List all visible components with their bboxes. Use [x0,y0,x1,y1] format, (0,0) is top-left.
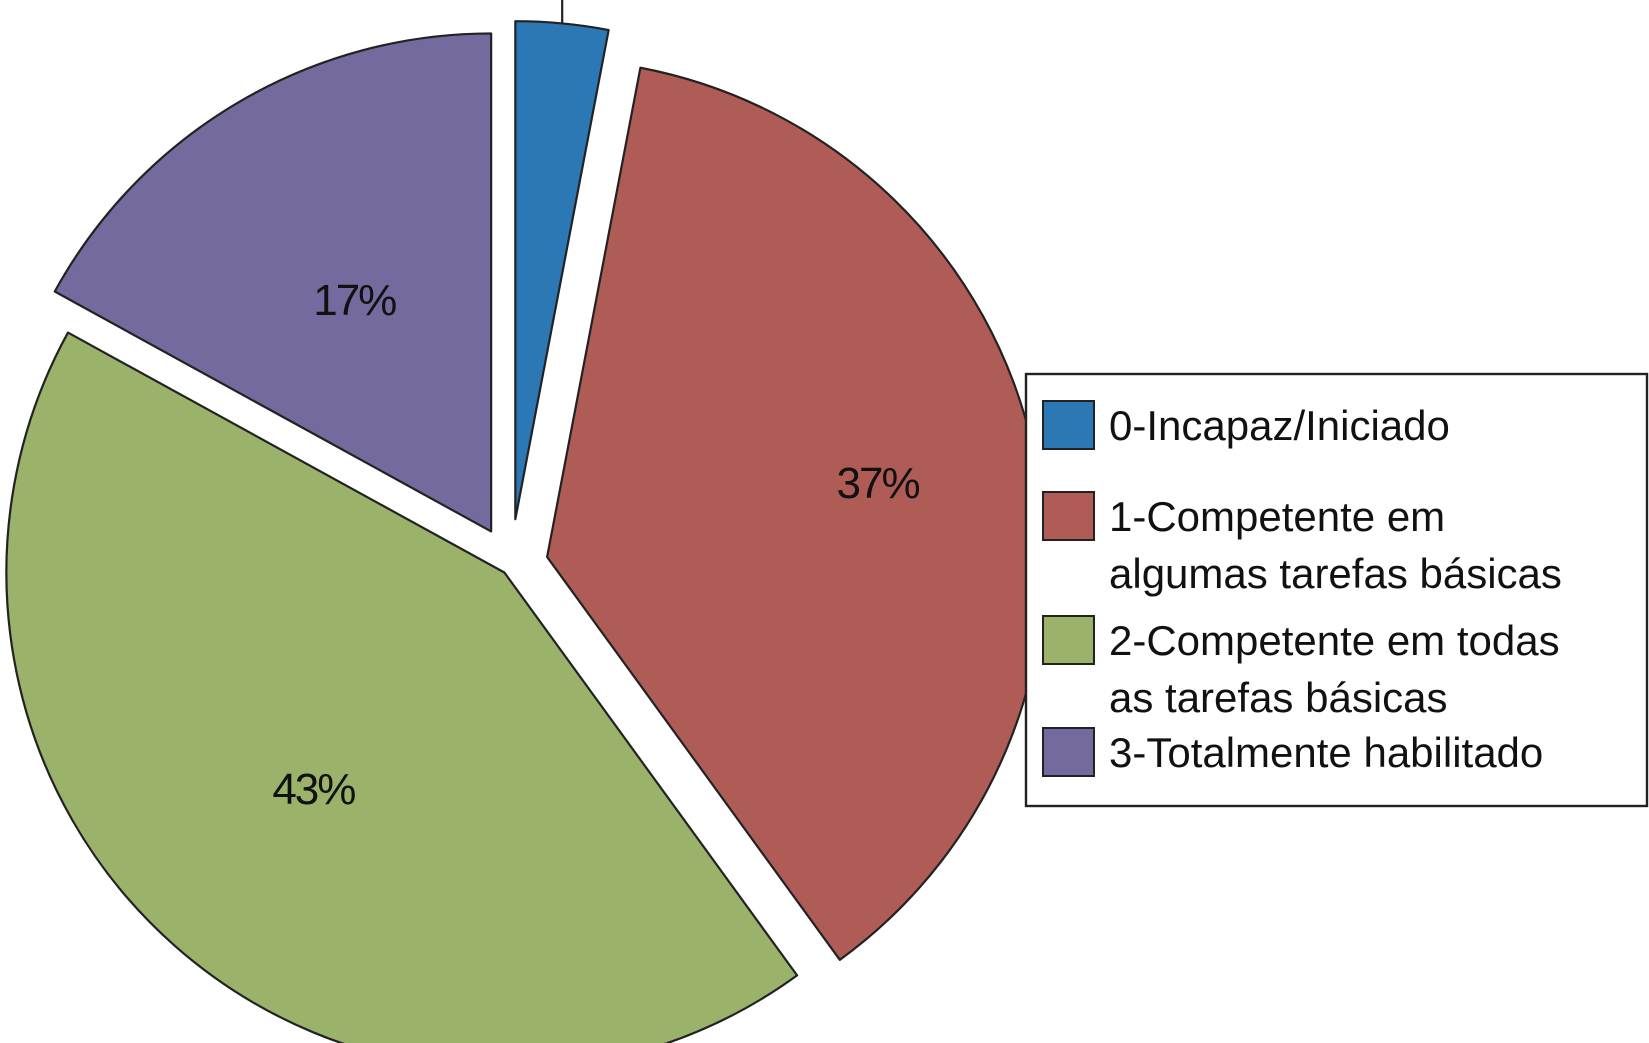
legend-label-0-line-0: 0-Incapaz/Iniciado [1109,402,1450,449]
legend-swatch-2 [1042,615,1095,665]
pie-slice-labels: 3%37%43%17% [272,0,921,814]
pie-slice-3 [53,32,493,533]
legend-items: 0-Incapaz/Iniciado 1-Competente em algumas… [1042,400,1562,777]
legend-label-1-line-0: 1-Competente em [1109,493,1445,540]
pie-slice-0 [514,20,610,521]
legend-swatch-1 [1042,491,1095,541]
legend-label-2-line-0: 2-Competente em todas [1109,617,1560,664]
pie-slice-label-1: 37% [837,459,920,508]
legend-swatch-0 [1042,400,1095,450]
legend-label-2-line-1: as tarefas básicas [1109,674,1448,721]
pie-slices [5,20,1047,1043]
legend-label-3-line-0: 3-Totalmente habilitado [1109,729,1543,776]
legend: 0-Incapaz/Iniciado 1-Competente em algumas… [1024,372,1649,808]
pie-slice-2 [5,331,799,1043]
pie-slice-label-3: 17% [313,276,396,325]
legend-box [1024,372,1649,808]
legend-swatch-3 [1042,727,1095,777]
pie-slice-label-2: 43% [272,765,355,814]
legend-label-1-line-1: algumas tarefas básicas [1109,550,1562,597]
